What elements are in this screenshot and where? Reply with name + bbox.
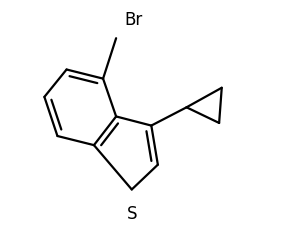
Text: S: S [127,204,137,222]
Text: Br: Br [124,11,142,29]
